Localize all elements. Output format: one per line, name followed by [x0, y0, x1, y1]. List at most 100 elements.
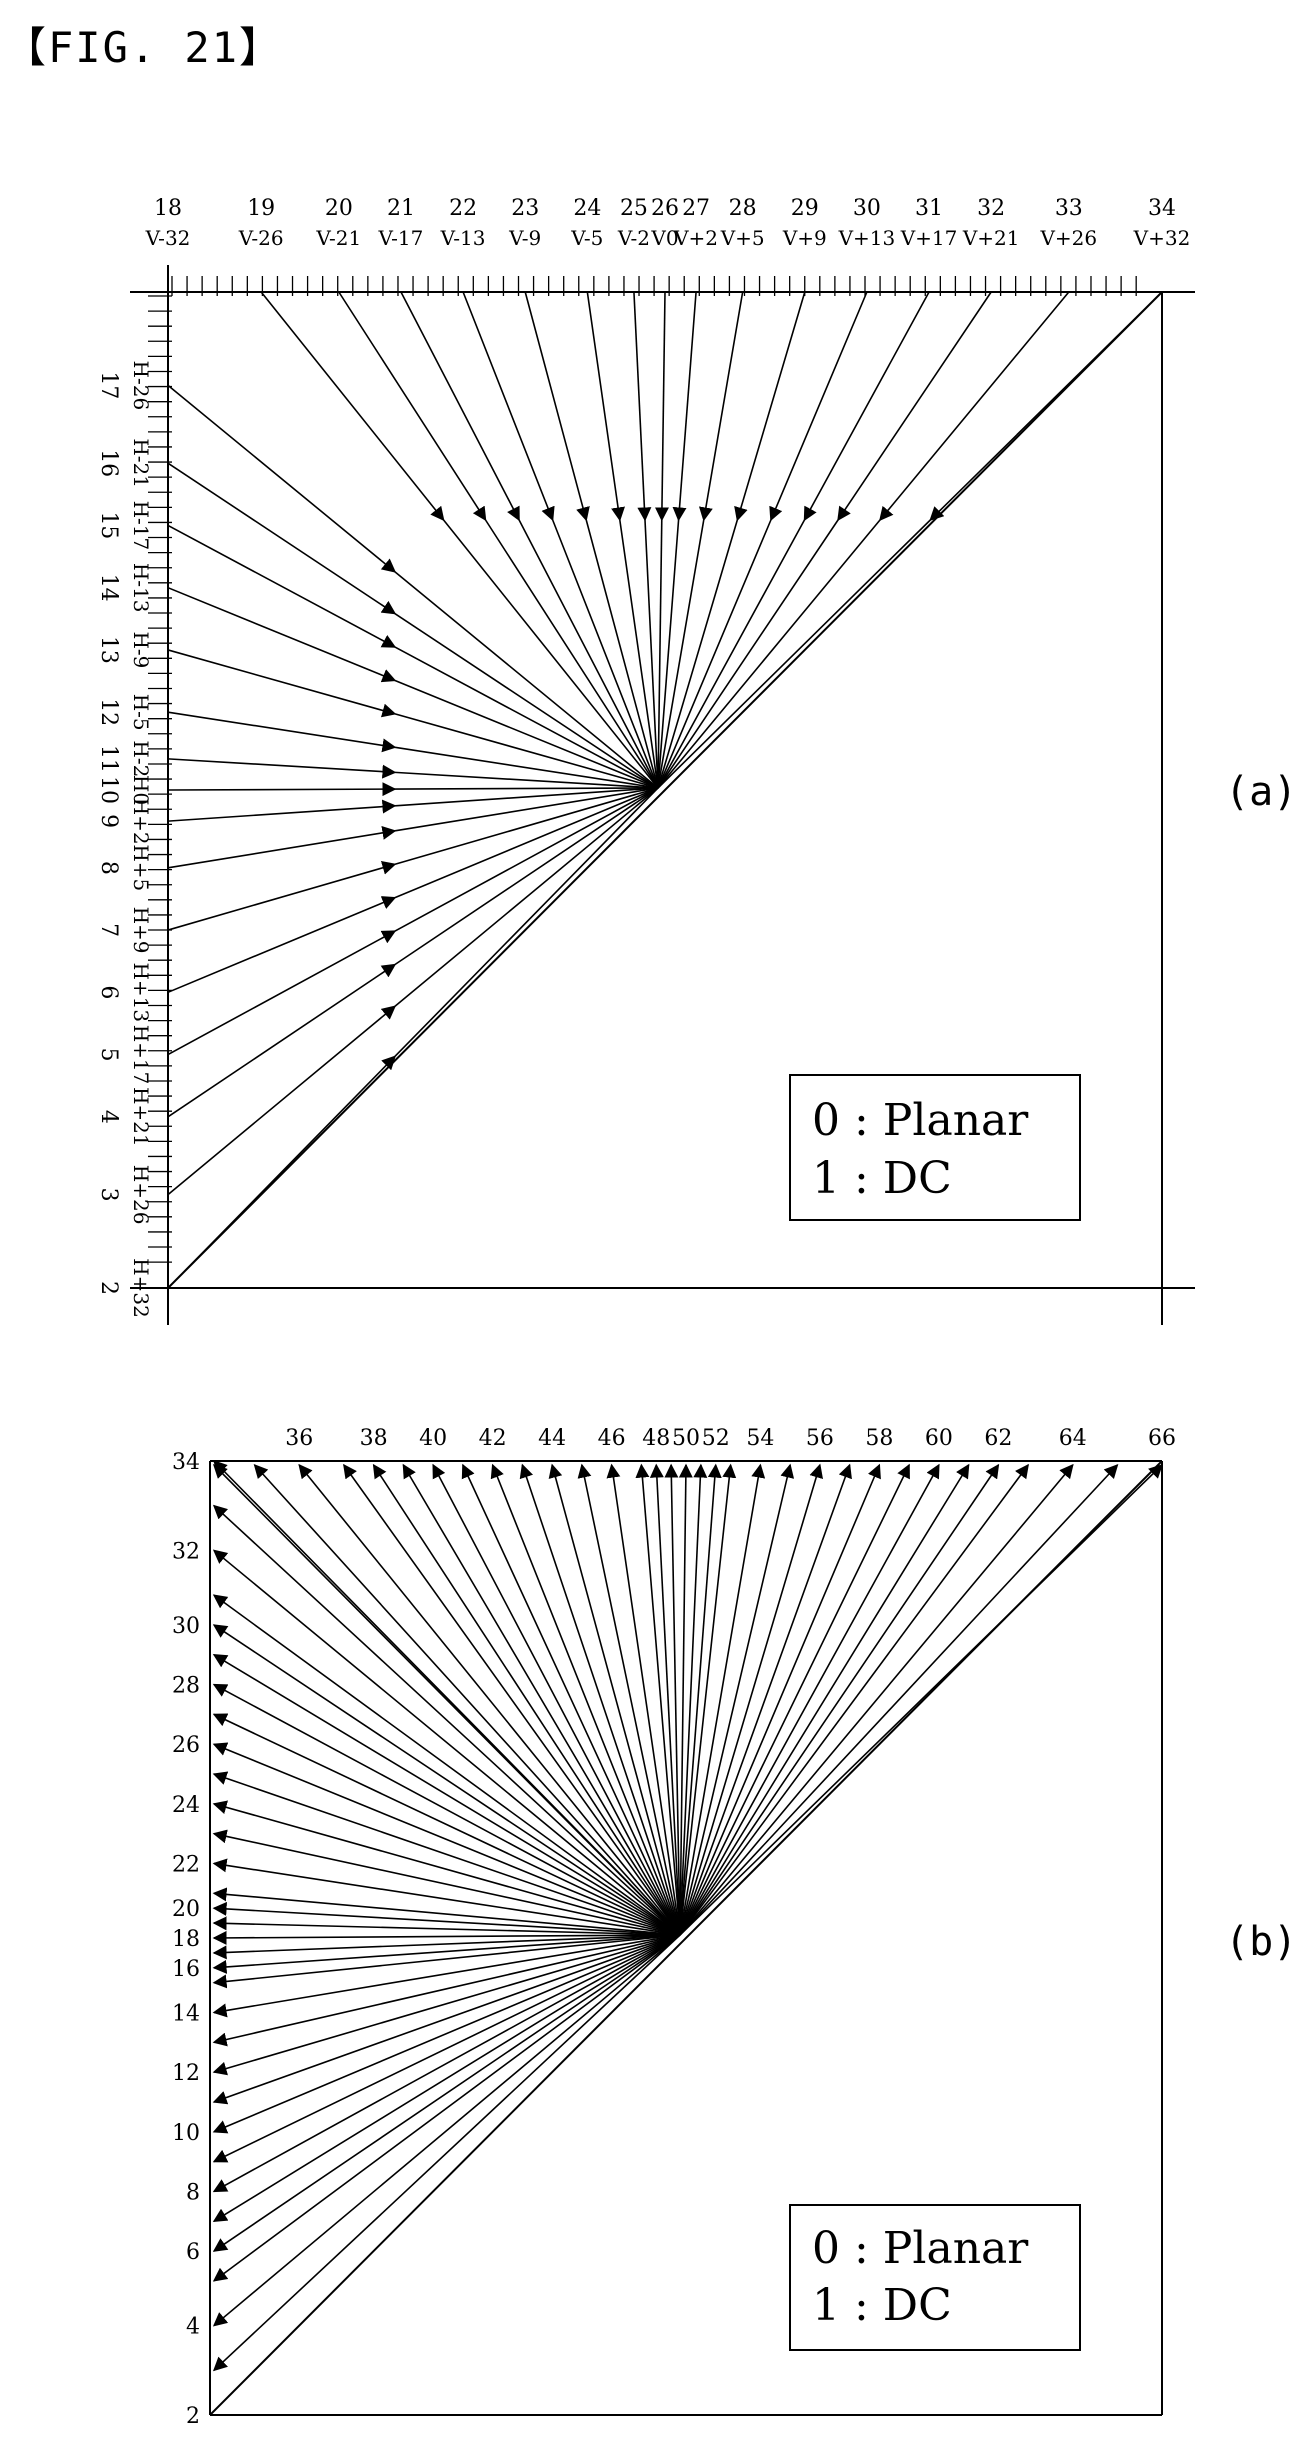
panel-b-direction-rays [212, 1460, 1164, 2372]
panel-b-legend-dc: 1 : DC [812, 2280, 952, 2331]
panel-a-vertical-mode-ray [260, 291, 445, 522]
panel-a-top-mode-name: V+2 [673, 226, 718, 250]
panel-b-legend-box [789, 2204, 1081, 2351]
panel-b-top-mode-ray [679, 1463, 823, 1936]
panel-a-left-mode-name: H+17 [129, 1025, 153, 1085]
panel-b-left-mode-ray [212, 1934, 681, 2076]
panel-b-left-mode-ray [212, 1549, 681, 1936]
panel-b-mode-34-ray [213, 1464, 681, 1936]
panel-b-left-mode-ray [212, 1771, 681, 1936]
panel-b-top-mode-ray [679, 1463, 1029, 1936]
panel-b-left-mode-number: 24 [172, 1793, 200, 1818]
panel-a-vertical-mode-ray [879, 291, 1070, 522]
panel-a-vertical-mode-ray [633, 291, 652, 522]
panel-a-top-mode-name: V+26 [1039, 226, 1097, 250]
panel-b-left-mode-ray [212, 1934, 681, 2327]
panel-b-top-mode-number: 44 [538, 1426, 566, 1451]
panel-b-left-mode-number: 16 [172, 1957, 200, 1982]
panel-a-horizontal-mode-ray-tail [394, 571, 659, 789]
panel-a-left-mode-name: H-13 [129, 563, 153, 613]
panel-a-vertical-mode-ray-tail [551, 519, 659, 789]
panel-a-left-mode-number: 17 [96, 371, 121, 399]
panel-b-top-mode-ray [679, 1463, 1000, 1936]
panel-a-horizontal-mode-ray-tail [394, 787, 659, 1057]
figure-title: 【FIG. 21】 [4, 23, 284, 72]
panel-a-vertical-mode-ray-tail [657, 519, 739, 789]
panel-b-left-mode-ray [212, 1934, 681, 1974]
panel-b-legend-planar: 0 : Planar [812, 2223, 1029, 2274]
panel-b-left-mode-ray [212, 1742, 681, 1936]
panel-a-horizontal-mode-ray [167, 586, 397, 683]
panel-a-diagonal [167, 291, 1163, 1289]
panel-b-top-mode-ray [372, 1463, 681, 1936]
panel-a-top-mode-number: 28 [729, 196, 757, 221]
panel-b-left-mode-ray [212, 1934, 681, 2193]
panel-b-top-labels: 36 38 40 42 44 46 48 50 52 54 56 58 60 62 64 66 [285, 1426, 1176, 1451]
panel-a-top-mode-number: 25 [620, 196, 648, 221]
panel-a-top-mode-name: V-32 [145, 226, 191, 250]
panel-b-left-mode-number: 32 [172, 1539, 200, 1564]
panel-a-vertical-mode-ray-tail [657, 519, 705, 789]
panel-a-horizontal-mode-ray [167, 384, 397, 573]
panel-b-left-mode-ray [212, 1930, 681, 1945]
panel-b-left-mode-number: 4 [186, 2315, 200, 2340]
panel-b-top-mode-ray [343, 1463, 681, 1936]
panel-a-horizontal-mode-ray [167, 896, 397, 994]
panel-b-top-mode-ray [678, 1463, 693, 1936]
panel-b-left-mode-number: 10 [172, 2121, 200, 2146]
panel-a-legend-box [789, 1074, 1081, 1221]
panel-b-top-mode-ray [679, 1463, 970, 1936]
panel-a-left-mode-number: 16 [96, 449, 121, 477]
panel-a-vertical-mode-ray [929, 291, 1163, 521]
panel-b-left-mode-number: 18 [172, 1927, 200, 1952]
panel-a-top-mode-number: 20 [325, 196, 353, 221]
panel-b-top-mode-number: 66 [1148, 1426, 1176, 1451]
panel-a-left-mode-number: 10 [96, 776, 121, 804]
panel-a-top-mode-name: V-2 [617, 226, 650, 250]
panel-b-top-mode-ray [253, 1463, 681, 1936]
panel-a-left-mode-name: H+21 [129, 1087, 153, 1147]
panel-b-left-mode-ray [212, 1934, 681, 1989]
panel-a-vertical-mode-ray [586, 291, 625, 522]
panel-a-legend: 0 : Planar 1 : DC [789, 1074, 1081, 1221]
panel-b-left-mode-number: 26 [172, 1733, 200, 1758]
panel-b-left-mode-ray [212, 1901, 681, 1936]
panel-a-left-label: 9 H+2 [96, 798, 153, 845]
panel-a-top-mode-number: 29 [791, 196, 819, 221]
panel-a-top-mode-number: 24 [573, 196, 601, 221]
panel-b-left-mode-number: 34 [172, 1450, 200, 1475]
panel-a-left-label: 4 H+21 [96, 1087, 153, 1147]
panel-b-left-mode-ray [212, 1683, 681, 1936]
panel-a-horizontal-mode-ray-tail [394, 787, 659, 932]
panel-a-top-mode-name: V-21 [315, 226, 361, 250]
panel-a-horizontal-mode-ray [167, 861, 397, 931]
panel-a-top-mode-number: 33 [1055, 196, 1083, 221]
panel-a-top-mode-number: 23 [511, 196, 539, 221]
panel-b-left-mode-ray [212, 1934, 681, 2163]
panel-a-top-labels: 18 V-32 19 V-26 20 V-21 21 V-17 22 V-13 23 V-9 24 V-5… [145, 196, 1191, 250]
panel-b-top-mode-ray [402, 1463, 681, 1936]
panel-a-top-mode-name: V-26 [238, 226, 284, 250]
panel-b-left-mode-ray [212, 1829, 681, 1936]
panel-a-vertical-mode-ray [462, 291, 555, 522]
panel-a-horizontal-mode-ray [167, 524, 397, 648]
panel-a-left-mode-name: H+5 [129, 844, 153, 891]
panel-a-legend-planar: 0 : Planar [812, 1095, 1029, 1146]
panel-a-horizontal-mode-ray-tail [394, 612, 659, 789]
panel-a-horizontal-mode-ray [167, 711, 397, 753]
panel-a-horizontal-mode-ray-tail [394, 746, 659, 789]
panel-a-top-mode-name: V-9 [508, 226, 541, 250]
panel-b-left-mode-number: 2 [186, 2404, 200, 2429]
panel-a-vertical-mode-ray-tail [644, 519, 659, 789]
panel-a-top-mode-number: 26 [651, 196, 679, 221]
panel-b-top-mode-number: 56 [806, 1426, 834, 1451]
panel-b-top-mode-ray [679, 1463, 1074, 1936]
panel-b-left-mode-ray [212, 1858, 681, 1936]
panel-a-horizontal-mode-ray-tail [394, 787, 659, 832]
panel-a-vertical-mode-ray-tail [657, 519, 806, 789]
panel-b-top-mode-number: 50 [672, 1426, 700, 1451]
panel-a-top-mode-number: 30 [853, 196, 881, 221]
panel-a-left-label: 15 H-17 [96, 501, 153, 551]
